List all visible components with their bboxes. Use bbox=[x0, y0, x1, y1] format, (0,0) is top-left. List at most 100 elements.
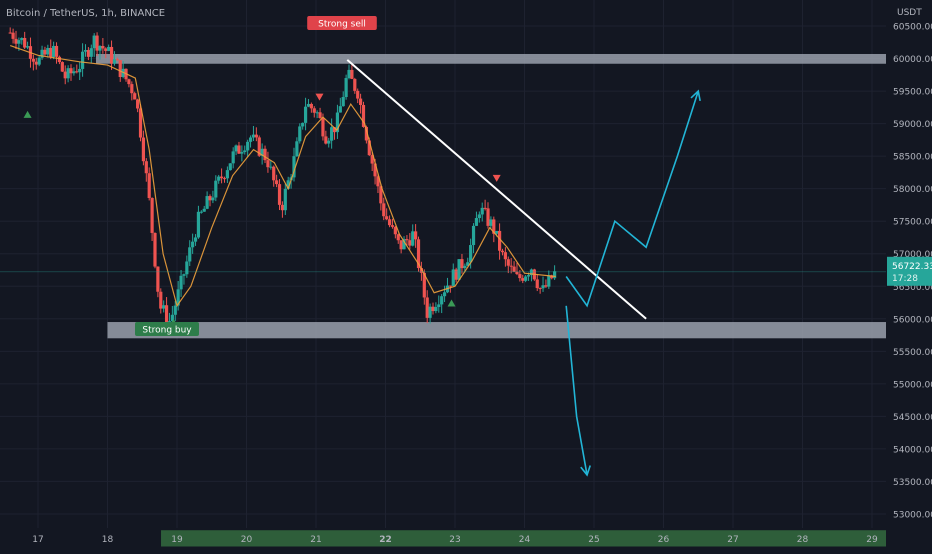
candle-body bbox=[402, 239, 406, 250]
candle-body bbox=[332, 127, 337, 133]
candle-body bbox=[112, 59, 117, 64]
y-tick-label: 59500.00 bbox=[893, 88, 932, 98]
candle-body bbox=[483, 207, 487, 209]
candle-body bbox=[277, 184, 282, 205]
candle-body bbox=[75, 71, 79, 73]
candle-body bbox=[156, 266, 160, 292]
candle-body bbox=[515, 271, 519, 275]
candle-body bbox=[379, 186, 383, 204]
strong-buy-label-bg bbox=[135, 322, 199, 336]
candle-body bbox=[211, 197, 215, 201]
candle-body bbox=[350, 69, 354, 79]
candle-body bbox=[356, 90, 360, 99]
candle-body bbox=[260, 148, 264, 156]
candle-body bbox=[60, 62, 64, 72]
x-tick-label: 23 bbox=[449, 535, 460, 545]
candle-body bbox=[309, 103, 313, 109]
candle-body bbox=[164, 305, 169, 324]
candle-body bbox=[193, 237, 198, 242]
candle-body bbox=[86, 50, 90, 57]
y-tick-label: 58000.00 bbox=[893, 185, 932, 195]
x-tick-label: 19 bbox=[171, 535, 183, 545]
projection-down-arrow bbox=[565, 305, 588, 476]
candle-body bbox=[248, 137, 253, 142]
candle-body bbox=[399, 240, 403, 250]
x-tick-label: 17 bbox=[32, 535, 43, 545]
y-tick-label: 56500.00 bbox=[893, 283, 932, 293]
projection-down-arrow-head bbox=[580, 465, 591, 477]
candle-body bbox=[92, 35, 96, 49]
candle-body bbox=[243, 150, 247, 153]
candle-body bbox=[80, 51, 85, 69]
candle-body bbox=[107, 46, 111, 51]
candle-body bbox=[477, 214, 481, 219]
candle-body bbox=[396, 234, 400, 241]
candle-body bbox=[49, 47, 53, 57]
candle-body bbox=[98, 45, 102, 51]
candle-body bbox=[466, 262, 470, 266]
candle-body bbox=[272, 166, 276, 181]
candle-body bbox=[286, 180, 290, 189]
candle-body bbox=[118, 60, 122, 78]
candle-body bbox=[408, 240, 412, 246]
candle-body bbox=[46, 47, 50, 55]
candle-body bbox=[23, 37, 27, 48]
candle-body bbox=[225, 170, 229, 179]
candle-body bbox=[246, 141, 250, 151]
candle-body bbox=[353, 78, 357, 91]
candle-body bbox=[133, 93, 137, 100]
candle-body bbox=[63, 71, 67, 79]
candle-body bbox=[83, 50, 88, 52]
candle-body bbox=[474, 218, 479, 226]
projection-up-arrow bbox=[565, 90, 700, 308]
y-tick-label: 53500.00 bbox=[893, 478, 932, 488]
candle-body bbox=[541, 285, 545, 289]
candle-body bbox=[497, 230, 502, 251]
candle-body bbox=[130, 84, 134, 94]
x-tick-label: 26 bbox=[658, 535, 670, 545]
candle-body bbox=[179, 275, 183, 290]
candle-body bbox=[14, 38, 18, 44]
x-tick-label: 25 bbox=[588, 535, 599, 545]
candle-body bbox=[217, 176, 221, 181]
candle-body bbox=[234, 145, 238, 152]
candle-body bbox=[550, 275, 554, 279]
candle-body bbox=[341, 97, 345, 107]
candle-body bbox=[321, 117, 325, 137]
candle-body bbox=[370, 155, 374, 164]
buy-signal-marker bbox=[447, 299, 456, 307]
candle-body bbox=[257, 137, 261, 156]
candle-body bbox=[219, 176, 224, 179]
x-tick-label: 22 bbox=[379, 535, 392, 545]
candle-body bbox=[518, 274, 522, 279]
candle-body bbox=[335, 112, 340, 133]
strong-sell-label: Strong sell bbox=[318, 20, 366, 30]
strong-buy-label: Strong buy bbox=[142, 326, 192, 336]
candle-body bbox=[521, 278, 525, 281]
candle-body bbox=[385, 216, 389, 220]
candle-body bbox=[17, 40, 21, 44]
y-tick-label: 58500.00 bbox=[893, 153, 932, 163]
candle-body bbox=[208, 196, 212, 201]
candle-body bbox=[191, 241, 195, 248]
candle-body bbox=[66, 68, 70, 79]
candle-body bbox=[37, 57, 41, 65]
candle-body bbox=[8, 32, 12, 34]
x-tick-label: 29 bbox=[866, 535, 878, 545]
candle-body bbox=[182, 274, 186, 276]
candle-body bbox=[301, 122, 305, 127]
candle-body bbox=[251, 134, 256, 138]
y-tick-label: 57000.00 bbox=[893, 250, 932, 260]
candle-body bbox=[471, 225, 476, 246]
candle-body bbox=[266, 160, 270, 168]
candle-body bbox=[393, 226, 397, 235]
candle-body bbox=[136, 99, 140, 109]
candle-body bbox=[437, 304, 441, 308]
candle-body bbox=[115, 59, 119, 61]
candle-body bbox=[428, 306, 432, 318]
candle-body bbox=[109, 46, 114, 64]
candle-body bbox=[434, 307, 438, 312]
candle-body bbox=[442, 292, 447, 297]
